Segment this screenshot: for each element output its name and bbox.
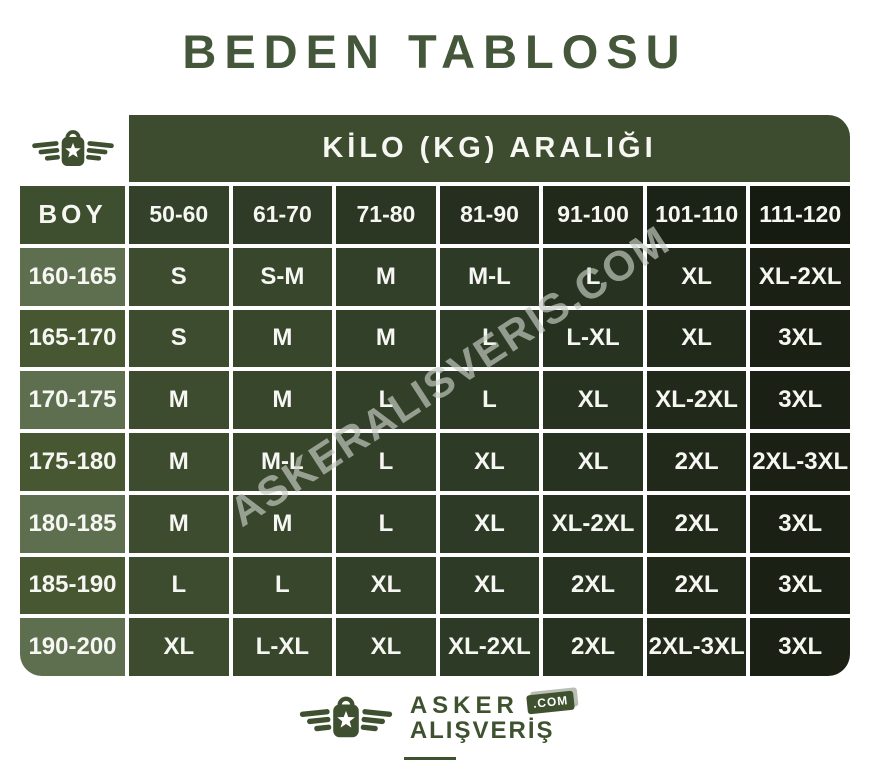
size-cell: 2XL-3XL: [750, 433, 850, 491]
size-cell: XL: [336, 556, 436, 615]
size-table: KİLO (KG) ARALIĞI BOY 50-60 61-70 71-80 81-…: [20, 115, 850, 676]
size-cell: 2XL: [543, 556, 643, 615]
size-cell: L: [336, 494, 436, 553]
size-cell: M: [129, 494, 229, 553]
kilo-range-header: KİLO (KG) ARALIĞI: [129, 115, 850, 182]
size-cell: L: [232, 556, 333, 615]
size-cell: L: [543, 247, 643, 306]
boy-header: BOY: [20, 186, 125, 244]
size-cell: S: [129, 247, 229, 306]
size-cell: XL: [336, 618, 436, 676]
weight-header-cell: 71-80: [336, 186, 436, 244]
size-cell: M: [232, 309, 333, 368]
weight-header-cell: 50-60: [129, 186, 229, 244]
size-cell: 2XL-3XL: [646, 618, 747, 676]
brand-name-line2: ALIŞVERİŞ: [409, 717, 555, 744]
height-cell: 175-180: [20, 433, 125, 491]
size-cell: 2XL: [543, 618, 643, 676]
size-cell: XL-2XL: [543, 494, 643, 553]
size-cell: M: [232, 371, 333, 429]
footer-logo: ASKER .COM ALIŞVERİŞ: [0, 686, 870, 750]
size-cell: M: [232, 494, 333, 553]
size-cell: XL-2XL: [646, 371, 747, 429]
logo-cell: [20, 115, 125, 182]
height-cell: 160-165: [20, 247, 125, 306]
size-cell: 3XL: [750, 494, 850, 553]
height-cell: 170-175: [20, 371, 125, 429]
height-cell: 190-200: [20, 618, 125, 676]
size-cell: XL: [439, 556, 540, 615]
size-cell: XL-2XL: [439, 618, 540, 676]
size-cell: S: [129, 309, 229, 368]
size-cell: 3XL: [750, 371, 850, 429]
size-cell: 2XL: [646, 556, 747, 615]
size-cell: L-XL: [232, 618, 333, 676]
winged-shopping-bag-star-icon: [31, 129, 114, 166]
size-cell: L: [439, 309, 540, 368]
size-cell: 3XL: [750, 309, 850, 368]
height-cell: 180-185: [20, 494, 125, 553]
size-cell: L: [336, 371, 436, 429]
page-title: BEDEN TABLOSU: [182, 25, 688, 78]
size-cell: XL: [439, 494, 540, 553]
size-cell: L: [336, 433, 436, 491]
size-cell: L: [129, 556, 229, 615]
size-cell: XL: [646, 309, 747, 368]
size-cell: 3XL: [750, 556, 850, 615]
footer-underline: [404, 757, 456, 760]
size-cell: M: [336, 309, 436, 368]
size-cell: M: [129, 433, 229, 491]
size-cell: L: [439, 371, 540, 429]
size-cell: M: [129, 371, 229, 429]
size-cell: 2XL: [646, 433, 747, 491]
size-cell: XL: [439, 433, 540, 491]
size-cell: M-L: [232, 433, 333, 491]
size-cell: L-XL: [543, 309, 643, 368]
com-badge: .COM: [525, 690, 576, 714]
height-cell: 165-170: [20, 309, 125, 368]
weight-header-cell: 81-90: [439, 186, 540, 244]
size-cell: 3XL: [750, 618, 850, 676]
weight-header-cell: 61-70: [232, 186, 333, 244]
size-cell: XL-2XL: [750, 247, 850, 306]
size-cell: M-L: [439, 247, 540, 306]
winged-shopping-bag-star-icon: [299, 696, 392, 738]
size-cell: S-M: [232, 247, 333, 306]
weight-header-cell: 101-110: [646, 186, 747, 244]
size-cell: XL: [646, 247, 747, 306]
size-cell: XL: [543, 371, 643, 429]
size-cell: XL: [129, 618, 229, 676]
size-cell: XL: [543, 433, 643, 491]
weight-header-cell: 111-120: [750, 186, 850, 244]
size-cell: 2XL: [646, 494, 747, 553]
size-cell: M: [336, 247, 436, 306]
weight-header-cell: 91-100: [543, 186, 643, 244]
height-cell: 185-190: [20, 556, 125, 615]
brand-name-line1: ASKER: [409, 691, 519, 719]
